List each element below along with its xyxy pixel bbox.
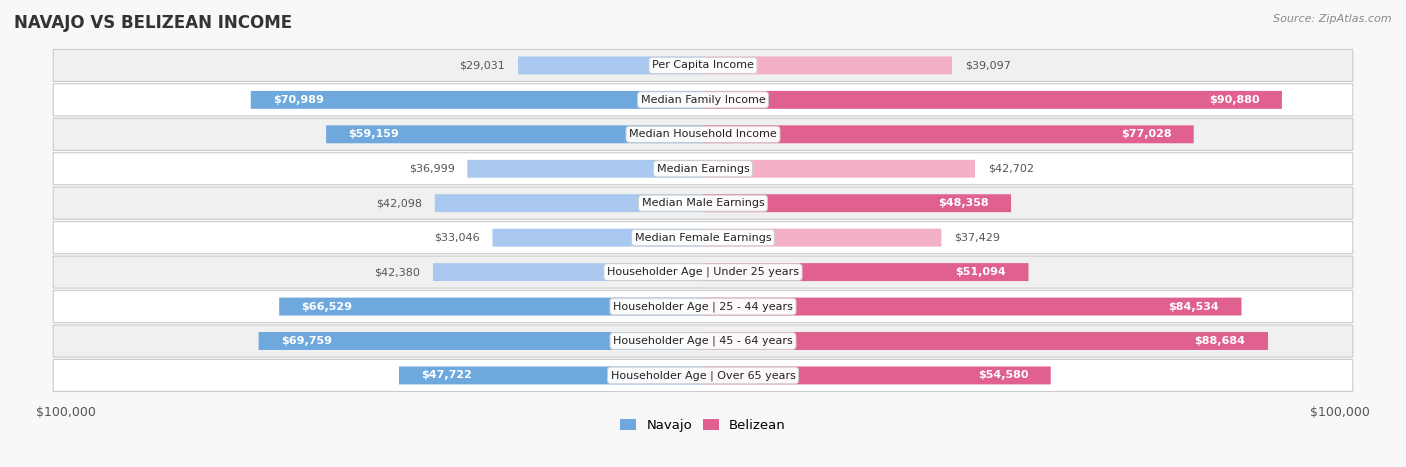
FancyBboxPatch shape — [703, 194, 1011, 212]
Text: $47,722: $47,722 — [422, 370, 472, 381]
FancyBboxPatch shape — [703, 332, 1268, 350]
FancyBboxPatch shape — [53, 222, 1353, 254]
Text: Householder Age | 25 - 44 years: Householder Age | 25 - 44 years — [613, 301, 793, 312]
Text: $54,580: $54,580 — [979, 370, 1028, 381]
Text: $42,702: $42,702 — [988, 164, 1033, 174]
Text: $39,097: $39,097 — [965, 60, 1011, 71]
FancyBboxPatch shape — [326, 125, 703, 143]
Text: $90,880: $90,880 — [1209, 95, 1260, 105]
Text: $88,684: $88,684 — [1195, 336, 1246, 346]
FancyBboxPatch shape — [53, 84, 1353, 116]
FancyBboxPatch shape — [53, 360, 1353, 391]
Text: Median Male Earnings: Median Male Earnings — [641, 198, 765, 208]
FancyBboxPatch shape — [53, 118, 1353, 150]
FancyBboxPatch shape — [703, 57, 952, 74]
Text: $66,529: $66,529 — [301, 302, 353, 311]
Text: $33,046: $33,046 — [434, 233, 479, 243]
Text: $37,429: $37,429 — [955, 233, 1000, 243]
Text: Median Family Income: Median Family Income — [641, 95, 765, 105]
FancyBboxPatch shape — [517, 57, 703, 74]
FancyBboxPatch shape — [53, 50, 1353, 81]
FancyBboxPatch shape — [703, 125, 1194, 143]
Legend: Navajo, Belizean: Navajo, Belizean — [614, 414, 792, 438]
FancyBboxPatch shape — [259, 332, 703, 350]
FancyBboxPatch shape — [53, 256, 1353, 288]
FancyBboxPatch shape — [492, 229, 703, 247]
Text: $84,534: $84,534 — [1168, 302, 1219, 311]
FancyBboxPatch shape — [703, 160, 974, 178]
FancyBboxPatch shape — [703, 263, 1028, 281]
Text: $36,999: $36,999 — [409, 164, 454, 174]
Text: Source: ZipAtlas.com: Source: ZipAtlas.com — [1274, 14, 1392, 24]
FancyBboxPatch shape — [399, 367, 703, 384]
FancyBboxPatch shape — [53, 325, 1353, 357]
Text: $70,989: $70,989 — [273, 95, 323, 105]
Text: Householder Age | Under 25 years: Householder Age | Under 25 years — [607, 267, 799, 277]
FancyBboxPatch shape — [703, 367, 1050, 384]
Text: $48,358: $48,358 — [938, 198, 988, 208]
FancyBboxPatch shape — [250, 91, 703, 109]
FancyBboxPatch shape — [433, 263, 703, 281]
FancyBboxPatch shape — [703, 91, 1282, 109]
FancyBboxPatch shape — [703, 297, 1241, 316]
Text: NAVAJO VS BELIZEAN INCOME: NAVAJO VS BELIZEAN INCOME — [14, 14, 292, 32]
Text: $69,759: $69,759 — [281, 336, 332, 346]
Text: Householder Age | Over 65 years: Householder Age | Over 65 years — [610, 370, 796, 381]
FancyBboxPatch shape — [434, 194, 703, 212]
Text: $77,028: $77,028 — [1121, 129, 1171, 139]
FancyBboxPatch shape — [280, 297, 703, 316]
Text: $51,094: $51,094 — [956, 267, 1007, 277]
Text: Median Female Earnings: Median Female Earnings — [634, 233, 772, 243]
Text: Median Earnings: Median Earnings — [657, 164, 749, 174]
Text: $42,380: $42,380 — [374, 267, 420, 277]
FancyBboxPatch shape — [53, 290, 1353, 323]
FancyBboxPatch shape — [467, 160, 703, 178]
Text: $59,159: $59,159 — [349, 129, 399, 139]
Text: Median Household Income: Median Household Income — [628, 129, 778, 139]
Text: Householder Age | 45 - 64 years: Householder Age | 45 - 64 years — [613, 336, 793, 346]
Text: $29,031: $29,031 — [460, 60, 505, 71]
FancyBboxPatch shape — [53, 153, 1353, 185]
Text: $42,098: $42,098 — [375, 198, 422, 208]
FancyBboxPatch shape — [703, 229, 942, 247]
FancyBboxPatch shape — [53, 187, 1353, 219]
Text: Per Capita Income: Per Capita Income — [652, 60, 754, 71]
